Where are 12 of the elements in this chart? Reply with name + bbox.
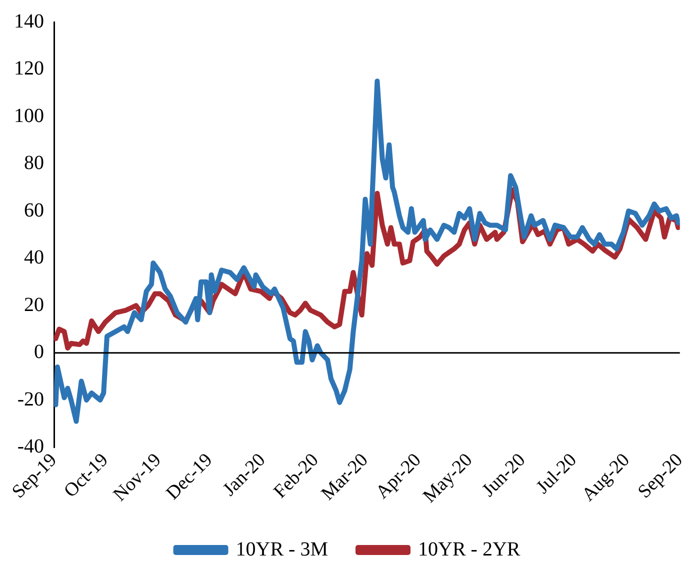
y-tick-label: 60 — [24, 199, 44, 222]
legend-label: 10YR - 2YR — [418, 538, 521, 560]
y-tick-label: 120 — [14, 58, 44, 80]
y-tick-label: 140 — [14, 10, 44, 32]
y-tick-label: 20 — [24, 294, 44, 316]
y-tick-label: -20 — [17, 388, 44, 410]
y-tick-label: 100 — [14, 104, 44, 127]
legend-label: 10YR - 3M — [236, 538, 328, 560]
y-tick-label: 80 — [24, 152, 44, 174]
y-tick-label: 40 — [24, 246, 44, 269]
y-tick-label: -40 — [17, 436, 44, 458]
y-tick-label: 0 — [34, 341, 44, 364]
